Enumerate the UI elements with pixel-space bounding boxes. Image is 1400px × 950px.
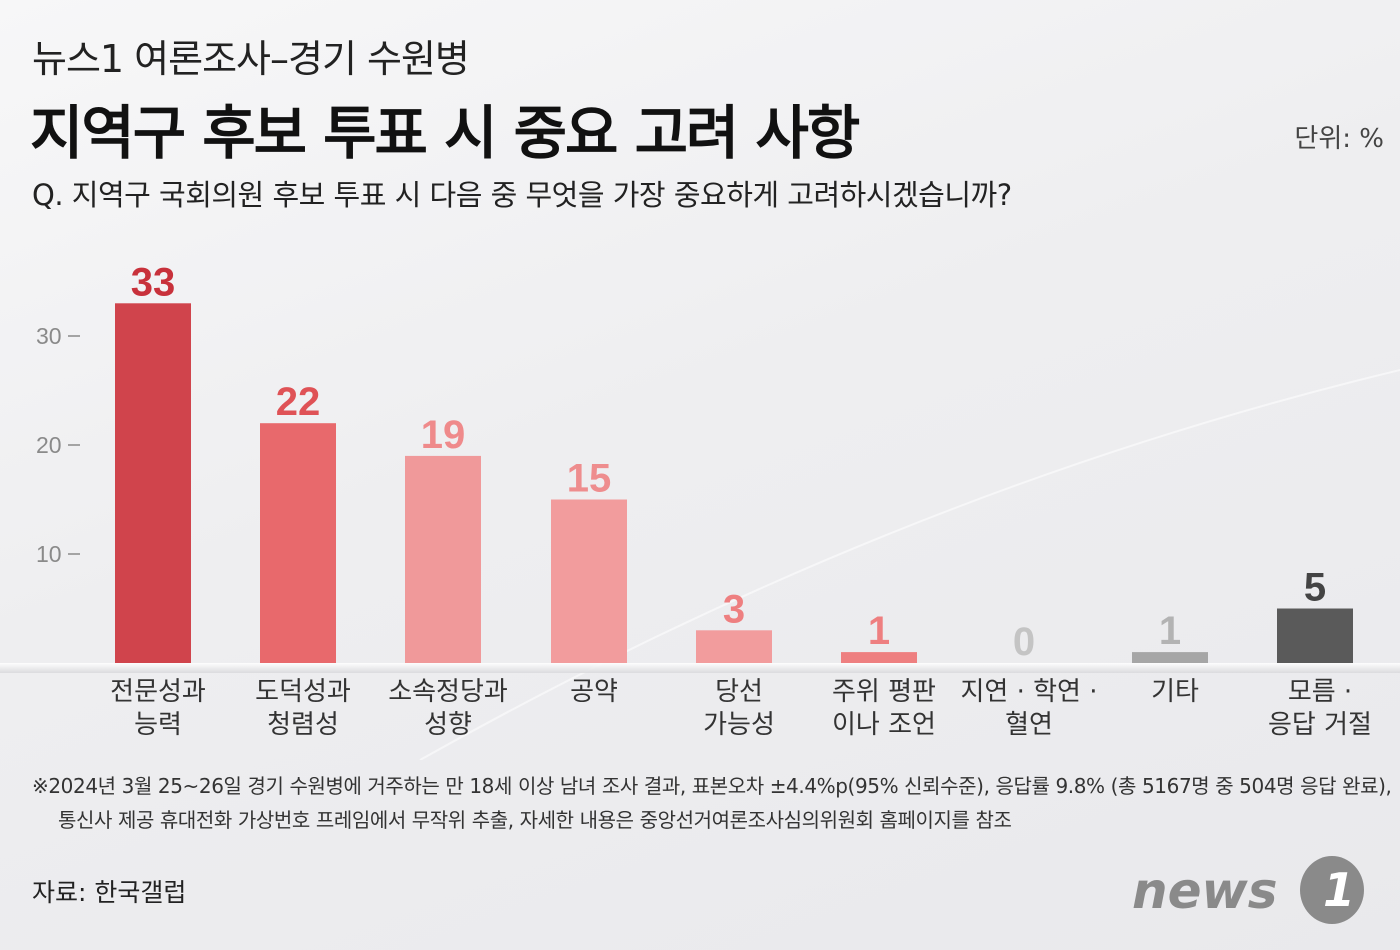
category-label: 지연 · 학연 · bbox=[960, 677, 1097, 707]
data-label: 22 bbox=[276, 380, 321, 424]
y-tick-label: 20 bbox=[36, 432, 62, 458]
news1-logo: news 1 bbox=[1132, 856, 1364, 924]
bar bbox=[841, 652, 917, 663]
category-label: 모름 · bbox=[1288, 677, 1352, 707]
category-label: 기타 bbox=[1151, 677, 1199, 707]
bar bbox=[260, 423, 336, 663]
category-label: 청렴성 bbox=[267, 710, 339, 740]
data-label: 1 bbox=[868, 609, 890, 653]
data-label: 0 bbox=[1013, 620, 1035, 664]
chart-title: 지역구 후보 투표 시 중요 고려 사항 bbox=[30, 99, 860, 167]
category-label: 공약 bbox=[570, 677, 618, 707]
bar bbox=[696, 630, 772, 663]
category-label: 전문성과 bbox=[110, 677, 206, 707]
bar bbox=[1277, 608, 1353, 663]
survey-method-note-cont: 통신사 제공 휴대전화 가상번호 프레임에서 무작위 추출, 자세한 내용은 중… bbox=[58, 808, 1012, 832]
data-source: 자료: 한국갤럽 bbox=[32, 878, 187, 907]
data-label: 1 bbox=[1159, 609, 1181, 653]
survey-question: Q. 지역구 국회의원 후보 투표 시 다음 중 무엇을 가장 중요하게 고려하… bbox=[32, 178, 1012, 212]
category-label: 도덕성과 bbox=[255, 677, 351, 707]
category-label: 가능성 bbox=[703, 710, 775, 740]
y-tick-label: 10 bbox=[36, 541, 62, 567]
decorative-curve bbox=[419, 369, 1400, 760]
data-label: 3 bbox=[723, 587, 745, 631]
category-label: 소속정당과 bbox=[388, 677, 508, 707]
bar bbox=[1132, 652, 1208, 663]
category-label: 혈연 bbox=[1005, 710, 1053, 740]
poll-subtitle: 뉴스1 여론조사–경기 수원병 bbox=[32, 37, 470, 81]
category-label: 능력 bbox=[134, 710, 182, 740]
data-label: 33 bbox=[131, 260, 176, 304]
svg-text:1: 1 bbox=[1323, 863, 1355, 917]
bar bbox=[405, 455, 481, 663]
category-label: 당선 bbox=[715, 677, 763, 707]
svg-text:news: news bbox=[1132, 862, 1277, 920]
chart-baseline-band bbox=[0, 663, 1400, 673]
data-label: 15 bbox=[567, 457, 612, 501]
bar bbox=[115, 303, 191, 663]
survey-method-note: ※2024년 3월 25~26일 경기 수원병에 거주하는 만 18세 이상 남… bbox=[32, 774, 1392, 798]
category-label: 이나 조언 bbox=[832, 710, 936, 740]
data-label: 19 bbox=[421, 413, 466, 457]
category-label: 응답 거절 bbox=[1268, 710, 1372, 740]
unit-label: 단위: % bbox=[1294, 124, 1384, 154]
category-label: 주위 평판 bbox=[832, 677, 936, 707]
bar bbox=[551, 499, 627, 663]
y-tick-label: 30 bbox=[36, 323, 62, 349]
data-label: 5 bbox=[1304, 566, 1326, 610]
category-label: 성향 bbox=[424, 710, 472, 740]
